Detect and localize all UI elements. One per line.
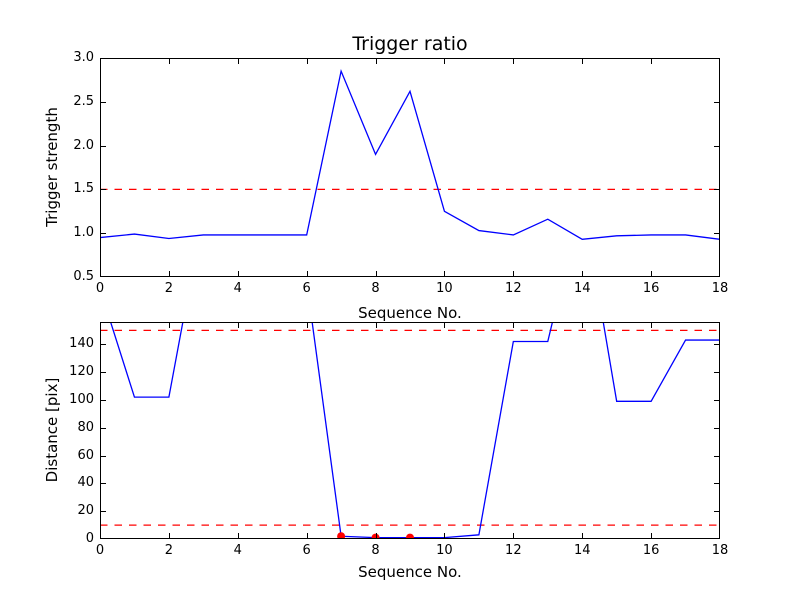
y-tick-label: 1.5 bbox=[73, 181, 94, 197]
x-tick-label: 4 bbox=[233, 543, 242, 558]
x-tick-label: 14 bbox=[573, 543, 591, 558]
x-tick-label: 6 bbox=[302, 543, 311, 558]
y-tick-label: 0.5 bbox=[73, 269, 94, 284]
y-tick-label: 2.0 bbox=[73, 137, 94, 153]
data-point-marker bbox=[371, 533, 380, 539]
x-tick-label: 16 bbox=[642, 543, 660, 558]
axes-frame bbox=[100, 58, 720, 277]
y-tick-label: 0 bbox=[85, 531, 94, 546]
x-tick-label: 0 bbox=[95, 543, 105, 558]
x-tick-label: 8 bbox=[371, 543, 380, 558]
data-point-marker bbox=[406, 533, 414, 539]
data-line bbox=[100, 68, 720, 240]
y-tick-label: 2.5 bbox=[73, 93, 94, 109]
x-tick-label: 6 bbox=[302, 281, 311, 296]
y-tick-label: 140 bbox=[69, 336, 94, 352]
x-tick-label: 12 bbox=[505, 543, 522, 558]
x-tick-label: 0 bbox=[95, 281, 105, 296]
x-tick-label: 16 bbox=[642, 281, 660, 296]
y-tick-label: 20 bbox=[77, 503, 94, 519]
y-tick-label: 120 bbox=[69, 364, 94, 380]
x-tick-label: 18 bbox=[711, 543, 729, 558]
x-tick-label: 12 bbox=[505, 281, 522, 296]
x-tick-label: 14 bbox=[573, 281, 591, 296]
bottom-x-axis-label: Sequence No. bbox=[358, 563, 462, 581]
y-tick-label: 1.0 bbox=[73, 225, 94, 241]
x-tick-label: 18 bbox=[711, 281, 729, 296]
x-tick-label: 10 bbox=[436, 281, 453, 296]
axes-background bbox=[100, 58, 720, 277]
chart-title: Trigger ratio bbox=[352, 33, 468, 55]
top-x-axis-label: Sequence No. bbox=[358, 304, 462, 322]
data-point-marker bbox=[337, 532, 346, 539]
y-tick-label: 40 bbox=[77, 475, 94, 491]
x-tick-label: 10 bbox=[436, 543, 453, 558]
bottom-plot-canvas bbox=[100, 322, 720, 539]
y-tick-label: 80 bbox=[77, 419, 94, 435]
x-tick-label: 8 bbox=[371, 281, 380, 296]
y-tick-label: 60 bbox=[77, 447, 94, 463]
x-tick-label: 2 bbox=[164, 281, 174, 296]
y-tick-label: 100 bbox=[69, 391, 94, 407]
top-plot-canvas bbox=[100, 58, 720, 277]
y-tick-label: 3.0 bbox=[73, 50, 94, 65]
top-y-axis-label: Trigger strength bbox=[43, 107, 61, 227]
x-tick-label: 4 bbox=[233, 281, 242, 296]
axes-frame bbox=[100, 322, 720, 539]
axes-background bbox=[100, 322, 720, 539]
x-tick-label: 2 bbox=[164, 543, 174, 558]
